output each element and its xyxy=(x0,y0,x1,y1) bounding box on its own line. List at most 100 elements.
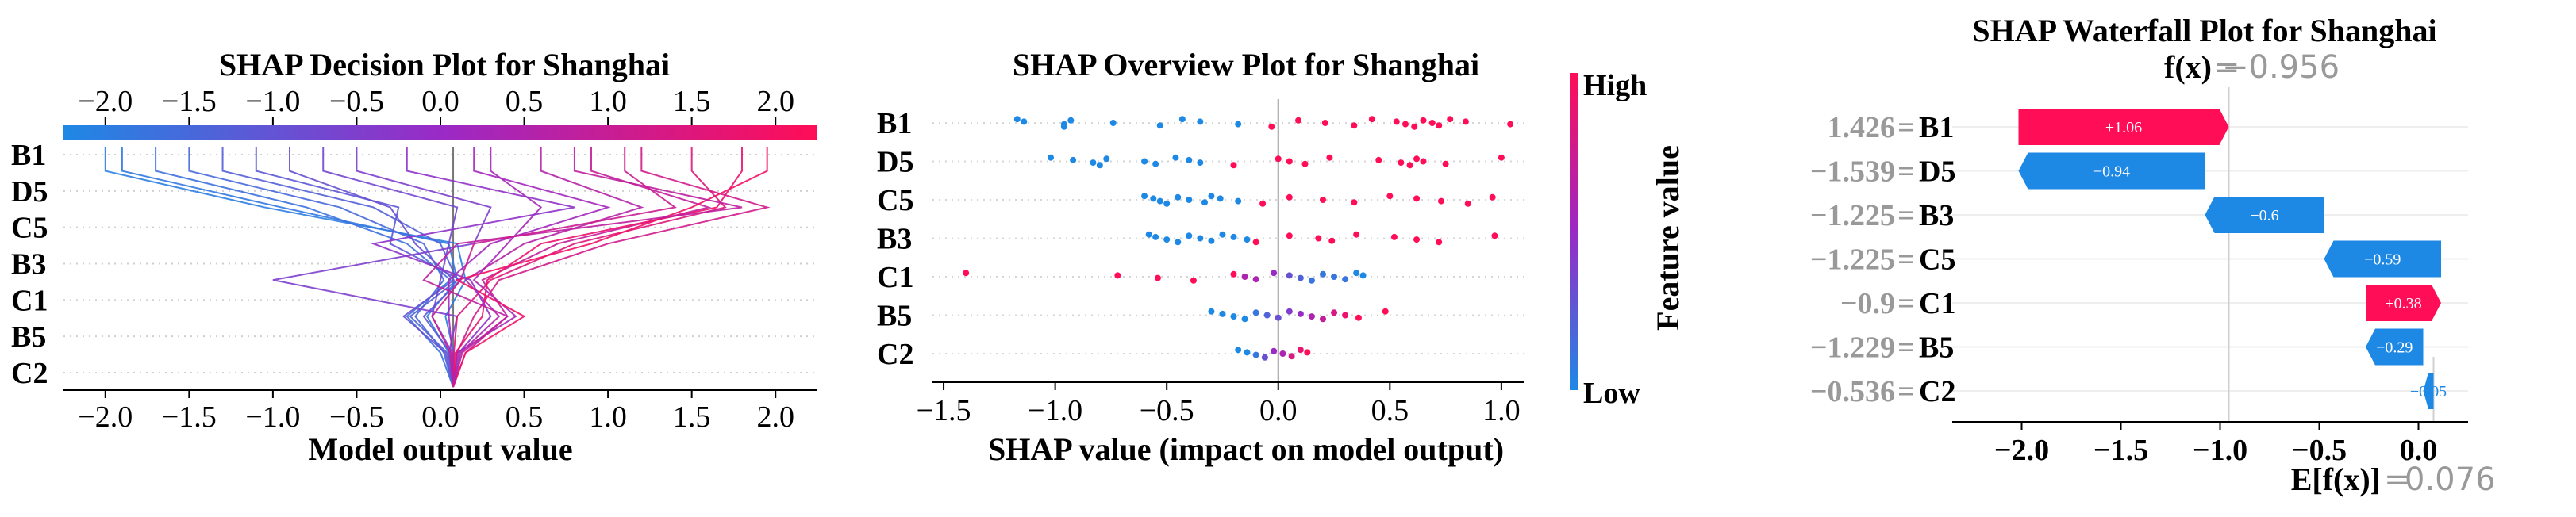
beeswarm-point xyxy=(1275,314,1282,321)
beeswarm-point xyxy=(1261,354,1268,361)
waterfall-bar xyxy=(2324,240,2441,278)
beeswarm-point xyxy=(1402,121,1409,128)
beeswarm-feature-label: D5 xyxy=(877,146,913,179)
waterfall-efx-value: 0.076 xyxy=(2405,461,2496,498)
decision-path xyxy=(452,147,743,388)
beeswarm-point xyxy=(1351,199,1358,206)
beeswarm-point xyxy=(1301,160,1309,167)
beeswarm-point xyxy=(1197,118,1204,125)
beeswarm-point xyxy=(1109,120,1117,126)
waterfall-feature-name: D5 xyxy=(1919,155,1955,189)
beeswarm-point xyxy=(1060,123,1067,130)
decision-top-tick-label: −1.0 xyxy=(245,85,300,118)
beeswarm-point xyxy=(1175,239,1182,246)
beeswarm-feature-label: C5 xyxy=(877,184,913,217)
waterfall-feature-name: C1 xyxy=(1919,287,1955,320)
beeswarm-point xyxy=(1259,200,1267,207)
waterfall-tick-label: −1.0 xyxy=(2193,434,2247,467)
waterfall-equals: = xyxy=(1897,111,1915,144)
beeswarm-point xyxy=(1208,193,1215,200)
beeswarm-ticks: −1.5 −1.0 −0.5 0.0 0.5 1.0 xyxy=(917,382,1521,427)
waterfall-title: SHAP Waterfall Plot for Shanghai xyxy=(1972,13,2436,48)
beeswarm-point xyxy=(1411,123,1418,130)
beeswarm-grid xyxy=(932,122,1524,354)
beeswarm-title: SHAP Overview Plot for Shanghai xyxy=(1013,47,1479,82)
beeswarm-point xyxy=(1351,122,1358,129)
beeswarm-point xyxy=(1393,118,1400,125)
waterfall-feature-name: C5 xyxy=(1919,243,1955,277)
decision-path xyxy=(272,147,492,388)
beeswarm-point xyxy=(1197,235,1204,242)
beeswarm-point xyxy=(1252,276,1259,283)
decision-top-tick-label: 2.0 xyxy=(756,85,794,118)
decision-top-tick-label: −0.5 xyxy=(329,85,384,118)
beeswarm-point xyxy=(1244,349,1251,356)
decision-bottom-tick-label: −2.0 xyxy=(78,400,133,434)
decision-bottom-tick-label: −0.5 xyxy=(329,400,384,434)
decision-top-ticks: −2.0 −1.5 −1.0 −0.5 0.0 0.5 1.0 1.5 2.0 xyxy=(78,85,794,125)
waterfall-bar xyxy=(2366,328,2424,366)
waterfall-efx-equals: = xyxy=(2384,461,2411,498)
beeswarm-point xyxy=(1271,270,1278,277)
waterfall-efx-footer: E[f(x)] = 0.076 xyxy=(2291,461,2496,498)
beeswarm-feature-label: C2 xyxy=(877,338,913,371)
beeswarm-point xyxy=(1230,313,1237,320)
beeswarm-point xyxy=(1390,233,1398,240)
beeswarm-xlabel: SHAP value (impact on model output) xyxy=(988,431,1504,467)
beeswarm-point xyxy=(1359,272,1367,279)
beeswarm-tick-label: −1.5 xyxy=(917,394,971,427)
beeswarm-point xyxy=(1386,193,1394,200)
decision-title: SHAP Decision Plot for Shanghai xyxy=(219,47,670,82)
waterfall-equals: = xyxy=(1897,375,1915,408)
waterfall-fx-equals: = xyxy=(2213,49,2240,86)
beeswarm-point xyxy=(1297,274,1304,281)
waterfall-tick-label: −0.5 xyxy=(2292,434,2347,467)
decision-feature-label: B1 xyxy=(11,139,46,172)
waterfall-fx-label: f(x) xyxy=(2164,49,2212,85)
beeswarm-point xyxy=(1297,347,1304,354)
waterfall-equals: = xyxy=(1897,199,1915,232)
waterfall-bars: +1.06 −0.94 −0.6 −0.59 +0.38 −0.29 −0.05 xyxy=(2018,109,2447,409)
beeswarm-point xyxy=(1141,158,1148,165)
decision-path xyxy=(452,147,644,388)
decision-top-tick-label: 0.0 xyxy=(421,85,459,118)
colorbar-feature-value-label: Feature value xyxy=(1650,145,1686,331)
decision-bottom-tick-label: −1.5 xyxy=(162,400,217,434)
beeswarm-point xyxy=(1331,309,1338,316)
beeswarm-point xyxy=(1197,159,1204,167)
waterfall-equals: = xyxy=(1897,243,1915,277)
beeswarm-point xyxy=(1295,117,1302,124)
beeswarm-point xyxy=(1507,121,1514,128)
beeswarm-point xyxy=(1353,231,1360,238)
waterfall-tick-label: −1.5 xyxy=(2093,434,2148,467)
waterfall-feature-name: B3 xyxy=(1919,199,1954,232)
waterfall-fx-value: −0.956 xyxy=(2222,49,2340,86)
waterfall-feature-value: −1.225 xyxy=(1810,243,1895,277)
beeswarm-point xyxy=(1070,156,1077,163)
waterfall-row-label: −1.229 = B5 xyxy=(1810,331,1955,365)
beeswarm-point xyxy=(1288,353,1295,360)
waterfall-feature-value: −0.9 xyxy=(1840,287,1895,320)
waterfall-bar-label: +1.06 xyxy=(2105,119,2142,136)
beeswarm-point xyxy=(1319,316,1326,323)
decision-feature-label: D5 xyxy=(11,175,48,209)
waterfall-feature-value: −1.229 xyxy=(1810,331,1895,365)
decision-top-tick-label: −2.0 xyxy=(78,85,133,118)
beeswarm-point xyxy=(1382,308,1389,315)
beeswarm-tick-label: 1.0 xyxy=(1482,394,1521,427)
decision-path xyxy=(452,147,712,388)
waterfall-row-label: −1.539 = D5 xyxy=(1810,155,1956,189)
beeswarm-point xyxy=(1436,239,1443,246)
beeswarm-point xyxy=(1375,156,1382,163)
beeswarm-point xyxy=(1413,195,1421,202)
waterfall-row-label: −1.225 = B3 xyxy=(1810,199,1955,232)
decision-feature-label: B3 xyxy=(11,248,46,281)
decision-path xyxy=(255,147,463,388)
beeswarm-point xyxy=(1286,193,1293,201)
beeswarm-points xyxy=(963,116,1514,361)
beeswarm-point xyxy=(1462,118,1469,125)
beeswarm-point xyxy=(1241,274,1248,280)
beeswarm-point xyxy=(1442,160,1449,167)
beeswarm-feature-label: B5 xyxy=(877,300,912,333)
